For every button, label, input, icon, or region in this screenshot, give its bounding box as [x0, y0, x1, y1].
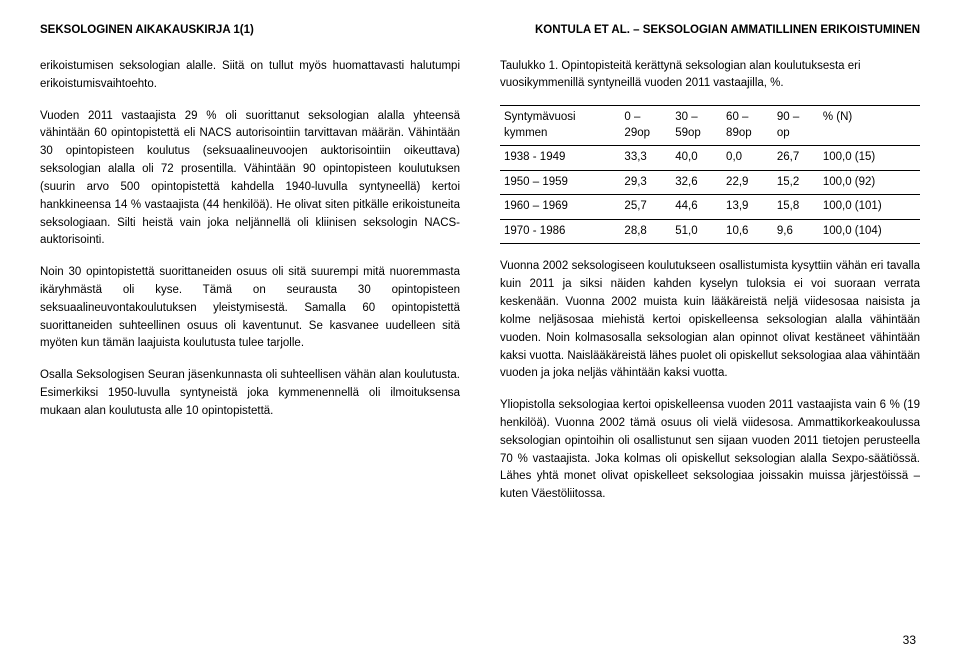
table-header-cell: 30 – 59op [671, 106, 722, 146]
data-table: Syntymävuosi kymmen 0 – 29op 30 – 59op 6… [500, 105, 920, 244]
table-cell: 13,9 [722, 195, 773, 220]
table-cell: 51,0 [671, 219, 722, 244]
body-paragraph: Osalla Seksologisen Seuran jäsenkunnasta… [40, 367, 460, 420]
table-header-cell: 0 – 29op [620, 106, 671, 146]
table-cell: 28,8 [620, 219, 671, 244]
journal-title: SEKSOLOGINEN AIKAKAUSKIRJA 1(1) [40, 24, 254, 36]
table-row: 1938 - 194933,340,00,026,7100,0 (15) [500, 146, 920, 171]
right-column: Taulukko 1. Opintopisteitä kerättynä sek… [500, 58, 920, 518]
table-header-cell: Syntymävuosi kymmen [500, 106, 620, 146]
table-body: 1938 - 194933,340,00,026,7100,0 (15)1950… [500, 146, 920, 244]
table-header-cell: % (N) [819, 106, 920, 146]
table-cell: 15,8 [773, 195, 819, 220]
table-cell: 22,9 [722, 170, 773, 195]
table-cell: 33,3 [620, 146, 671, 171]
table-caption: Taulukko 1. Opintopisteitä kerättynä sek… [500, 58, 920, 91]
table-cell: 29,3 [620, 170, 671, 195]
body-paragraph: Vuoden 2011 vastaajista 29 % oli suoritt… [40, 108, 460, 251]
table-cell: 100,0 (92) [819, 170, 920, 195]
table-row: 1950 – 195929,332,622,915,2100,0 (92) [500, 170, 920, 195]
table-header-cell: 90 – op [773, 106, 819, 146]
table-cell: 100,0 (104) [819, 219, 920, 244]
table-cell: 100,0 (101) [819, 195, 920, 220]
table-header-cell: 60 – 89op [722, 106, 773, 146]
table-cell: 32,6 [671, 170, 722, 195]
body-paragraph: Noin 30 opintopistettä suorittaneiden os… [40, 264, 460, 353]
body-paragraph: Yliopistolla seksologiaa kertoi opiskell… [500, 397, 920, 504]
table-row: 1960 – 196925,744,613,915,8100,0 (101) [500, 195, 920, 220]
body-paragraph: erikoistumisen seksologian alalle. Siitä… [40, 58, 460, 94]
table-cell: 26,7 [773, 146, 819, 171]
table-cell: 15,2 [773, 170, 819, 195]
table-cell: 25,7 [620, 195, 671, 220]
table-cell: 100,0 (15) [819, 146, 920, 171]
table-cell: 9,6 [773, 219, 819, 244]
body-paragraph: Vuonna 2002 seksologiseen koulutukseen o… [500, 258, 920, 383]
left-column: erikoistumisen seksologian alalle. Siitä… [40, 58, 460, 518]
table-cell: 10,6 [722, 219, 773, 244]
page-number: 33 [903, 633, 916, 647]
table-cell: 1960 – 1969 [500, 195, 620, 220]
table-cell: 40,0 [671, 146, 722, 171]
table-cell: 1950 – 1959 [500, 170, 620, 195]
table-row: 1970 - 198628,851,010,69,6100,0 (104) [500, 219, 920, 244]
table-cell: 44,6 [671, 195, 722, 220]
article-header: KONTULA ET AL. – SEKSOLOGIAN AMMATILLINE… [535, 24, 920, 36]
table-cell: 1970 - 1986 [500, 219, 620, 244]
table-header-row: Syntymävuosi kymmen 0 – 29op 30 – 59op 6… [500, 106, 920, 146]
table-cell: 1938 - 1949 [500, 146, 620, 171]
table-cell: 0,0 [722, 146, 773, 171]
